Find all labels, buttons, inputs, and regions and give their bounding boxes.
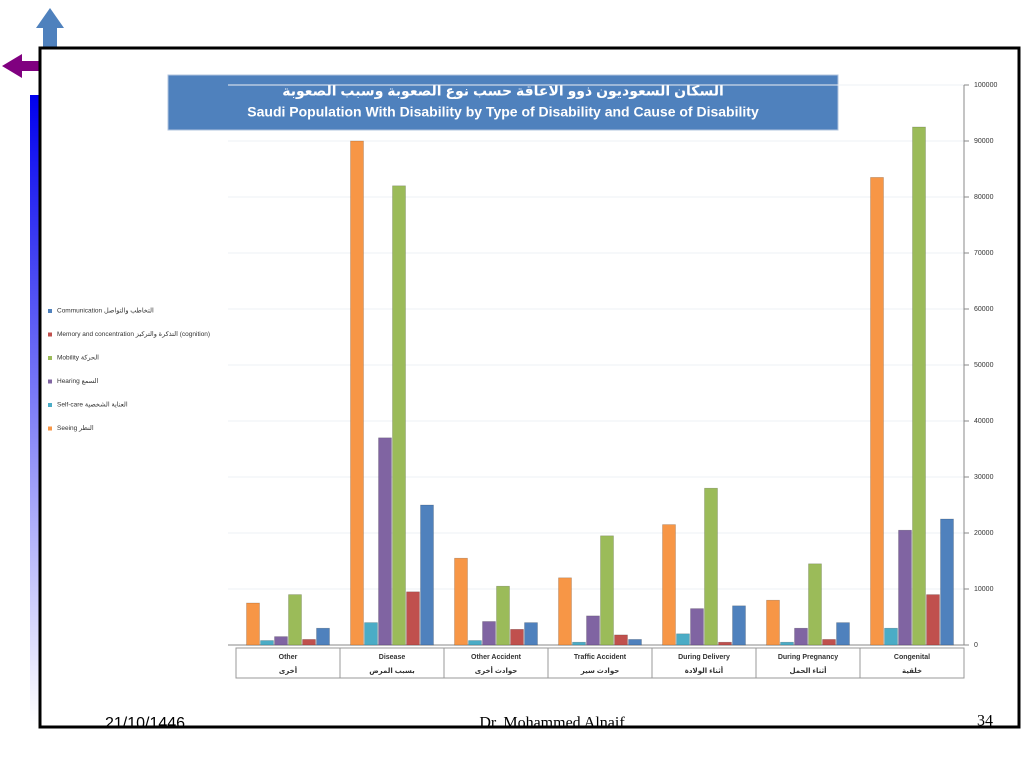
x-tick-label-ar: بسبب المرض <box>369 668 415 675</box>
y-tick-label: 40000 <box>974 418 994 425</box>
left-arrow <box>2 54 40 78</box>
bar <box>246 602 260 646</box>
bar <box>732 605 746 646</box>
x-tick-label: Other <box>279 654 298 661</box>
y-tick-label: 70000 <box>974 250 994 257</box>
bar <box>316 627 330 646</box>
chart-title: السكان السعوديون ذوو الاعاقة حسب نوع الص… <box>282 83 724 100</box>
legend-swatch <box>48 332 52 337</box>
title-box <box>167 74 839 131</box>
x-tick-label-ar: أخرى <box>279 666 297 675</box>
bar <box>836 622 850 646</box>
bar <box>392 185 406 646</box>
bar <box>586 615 600 646</box>
bar <box>288 594 302 646</box>
slide-frame <box>38 46 1021 729</box>
y-tick-label: 60000 <box>974 306 994 313</box>
x-tick-label: Disease <box>379 654 406 661</box>
legend-label: Hearing السمع <box>57 378 99 385</box>
bar <box>378 437 392 646</box>
footer-date: 21/10/1446 <box>105 715 185 732</box>
footer-page: 34 <box>977 713 993 730</box>
x-tick-label: Traffic Accident <box>574 654 627 661</box>
bar <box>496 585 510 646</box>
bar <box>870 177 884 646</box>
bar <box>572 641 586 646</box>
legend-swatch <box>48 403 52 407</box>
y-tick-label: 10000 <box>974 586 994 593</box>
y-tick-label: 0 <box>974 642 978 649</box>
y-tick-label: 90000 <box>974 138 994 145</box>
x-tick-label: Other Accident <box>471 654 522 661</box>
x-tick-label: During Delivery <box>678 654 730 661</box>
bar <box>822 639 836 646</box>
chart-subtitle: Saudi Population With Disability by Type… <box>247 104 759 120</box>
bar <box>704 487 718 646</box>
x-tick-label: During Pregnancy <box>778 654 838 661</box>
legend-swatch <box>48 356 52 360</box>
bar <box>274 636 288 646</box>
bar <box>524 622 538 646</box>
footer-author: Dr. Mohammed Alnaif <box>479 715 625 732</box>
y-tick-label: 50000 <box>974 362 994 369</box>
legend-label: Communication التخاطب والتواصل <box>57 308 154 315</box>
category-box <box>235 647 965 679</box>
bar <box>364 622 378 646</box>
x-tick-label-ar: أثناء الحمل <box>789 666 826 675</box>
legend-label: Self-care العناية الشخصية <box>57 402 128 409</box>
bar <box>766 599 780 646</box>
bar <box>454 557 468 646</box>
legend-swatch <box>48 426 52 431</box>
y-tick-label: 80000 <box>974 194 994 201</box>
bar <box>940 518 954 646</box>
bar <box>912 126 926 646</box>
y-tick-label: 20000 <box>974 530 994 537</box>
bar <box>482 621 496 646</box>
bar <box>302 639 316 646</box>
bar <box>808 563 822 646</box>
bar <box>350 140 364 646</box>
bar <box>926 594 940 646</box>
bar <box>662 524 676 646</box>
y-tick-label: 30000 <box>974 474 994 481</box>
bar <box>260 640 274 646</box>
legend-label: Memory and concentration التذكرة والتركي… <box>57 331 210 338</box>
x-tick-label-ar: حوادث أخرى <box>475 666 518 675</box>
bar <box>600 535 614 646</box>
y-tick-label: 100000 <box>974 82 997 89</box>
bar <box>676 633 690 646</box>
bar <box>628 639 642 646</box>
bar <box>780 641 794 646</box>
up-arrow <box>36 8 64 48</box>
legend-label: Seeing النظر <box>57 425 94 432</box>
x-tick-label-ar: أثناء الولادة <box>685 666 723 675</box>
bar <box>898 529 912 646</box>
bar <box>468 640 482 646</box>
bar <box>690 608 704 646</box>
bar <box>510 629 524 646</box>
bar <box>614 634 628 646</box>
bar <box>420 504 434 646</box>
bar <box>794 627 808 646</box>
legend-label: Mobility الحركة <box>57 355 99 362</box>
bar <box>884 627 898 646</box>
bar <box>558 577 572 646</box>
bar <box>718 641 732 646</box>
x-tick-label-ar: خلقية <box>902 668 922 675</box>
x-tick-label: Congenital <box>894 654 930 661</box>
legend-swatch <box>48 379 52 384</box>
bar <box>406 591 420 646</box>
legend-swatch <box>48 309 52 313</box>
x-tick-label-ar: حوادث سير <box>580 668 620 675</box>
